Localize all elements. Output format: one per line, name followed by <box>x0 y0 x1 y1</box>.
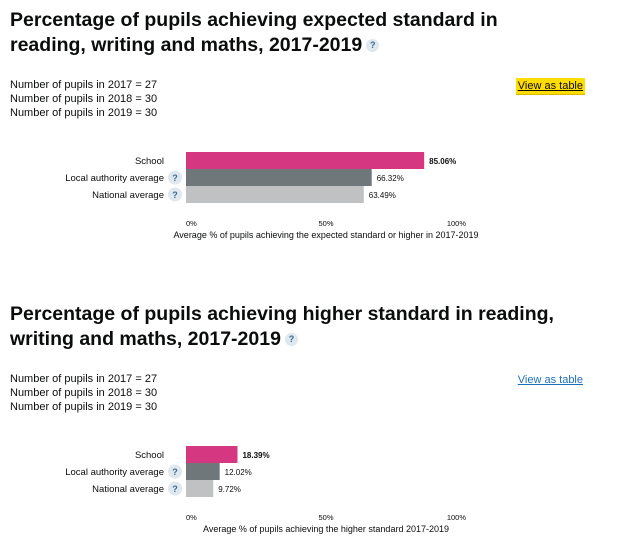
chart-title-text: Percentage of pupils achieving higher st… <box>10 303 554 350</box>
chart-title: Percentage of pupils achieving expected … <box>10 8 570 58</box>
bar-local-authority-average <box>186 463 220 480</box>
tick-label: 50% <box>318 513 333 522</box>
data-label: 18.39% <box>242 451 269 460</box>
data-label: 66.32% <box>377 174 404 183</box>
view-as-table-link[interactable]: View as table <box>517 374 583 386</box>
data-label: 85.06% <box>429 157 456 166</box>
category-label: Local authority average <box>65 173 164 184</box>
view-as-table-link[interactable]: View as table <box>515 78 585 94</box>
tick-label: 0% <box>186 219 197 228</box>
tick-label: 100% <box>447 513 467 522</box>
tick-label: 50% <box>318 219 333 228</box>
data-label: 12.02% <box>225 468 252 477</box>
pupil-count-2018: Number of pupils in 2018 = 30 <box>10 93 158 105</box>
bar-school <box>186 446 238 463</box>
pupil-count-2018: Number of pupils in 2018 = 30 <box>10 387 158 399</box>
category-label: School <box>135 450 164 461</box>
help-icon-glyph: ? <box>172 484 178 494</box>
help-icon-glyph: ? <box>172 190 178 200</box>
data-label: 9.72% <box>218 485 241 494</box>
pupil-count-2017: Number of pupils in 2017 = 27 <box>10 373 158 385</box>
bar-national-average <box>186 186 364 203</box>
bar-national-average <box>186 480 214 497</box>
x-axis-label: Average % of pupils achieving the higher… <box>203 524 449 534</box>
pupil-count-2019: Number of pupils in 2019 = 30 <box>10 401 158 413</box>
pupil-count-2019: Number of pupils in 2019 = 30 <box>10 107 158 119</box>
higher-standard-section: Percentage of pupils achieving higher st… <box>10 302 610 534</box>
expected-standard-chart: School 85.06% Local authority average? 66.3… <box>65 152 479 240</box>
help-icon[interactable] <box>168 187 182 202</box>
chart-title-text: Percentage of pupils achieving expected … <box>10 9 498 56</box>
tick-label: 100% <box>447 219 467 228</box>
higher-standard-chart: School 18.39% Local authority average? 12.0… <box>65 446 467 534</box>
category-label: School <box>135 156 164 167</box>
category-label: National average <box>92 484 164 495</box>
bar-school <box>186 152 425 169</box>
category-label: Local authority average <box>65 467 164 478</box>
data-label: 63.49% <box>369 191 396 200</box>
pupil-count-2017: Number of pupils in 2017 = 27 <box>10 79 158 91</box>
pupil-counts: Number of pupils in 2017 = 27 Number of … <box>10 372 157 414</box>
help-icon-glyph: ? <box>172 173 178 183</box>
expected-standard-section: Percentage of pupils achieving expected … <box>10 8 610 240</box>
help-icon-glyph: ? <box>172 467 178 477</box>
pupil-counts: Number of pupils in 2017 = 27 Number of … <box>10 78 157 120</box>
chart-title: Percentage of pupils achieving higher st… <box>10 302 570 352</box>
help-icon[interactable] <box>168 464 182 479</box>
help-icon[interactable]: ? <box>366 39 380 53</box>
help-icon[interactable] <box>168 481 182 496</box>
tick-label: 0% <box>186 513 197 522</box>
help-icon[interactable] <box>168 170 182 185</box>
category-label: National average <box>92 190 164 201</box>
bar-local-authority-average <box>186 169 372 186</box>
x-axis-label: Average % of pupils achieving the expect… <box>173 230 478 240</box>
help-icon[interactable]: ? <box>284 333 298 347</box>
